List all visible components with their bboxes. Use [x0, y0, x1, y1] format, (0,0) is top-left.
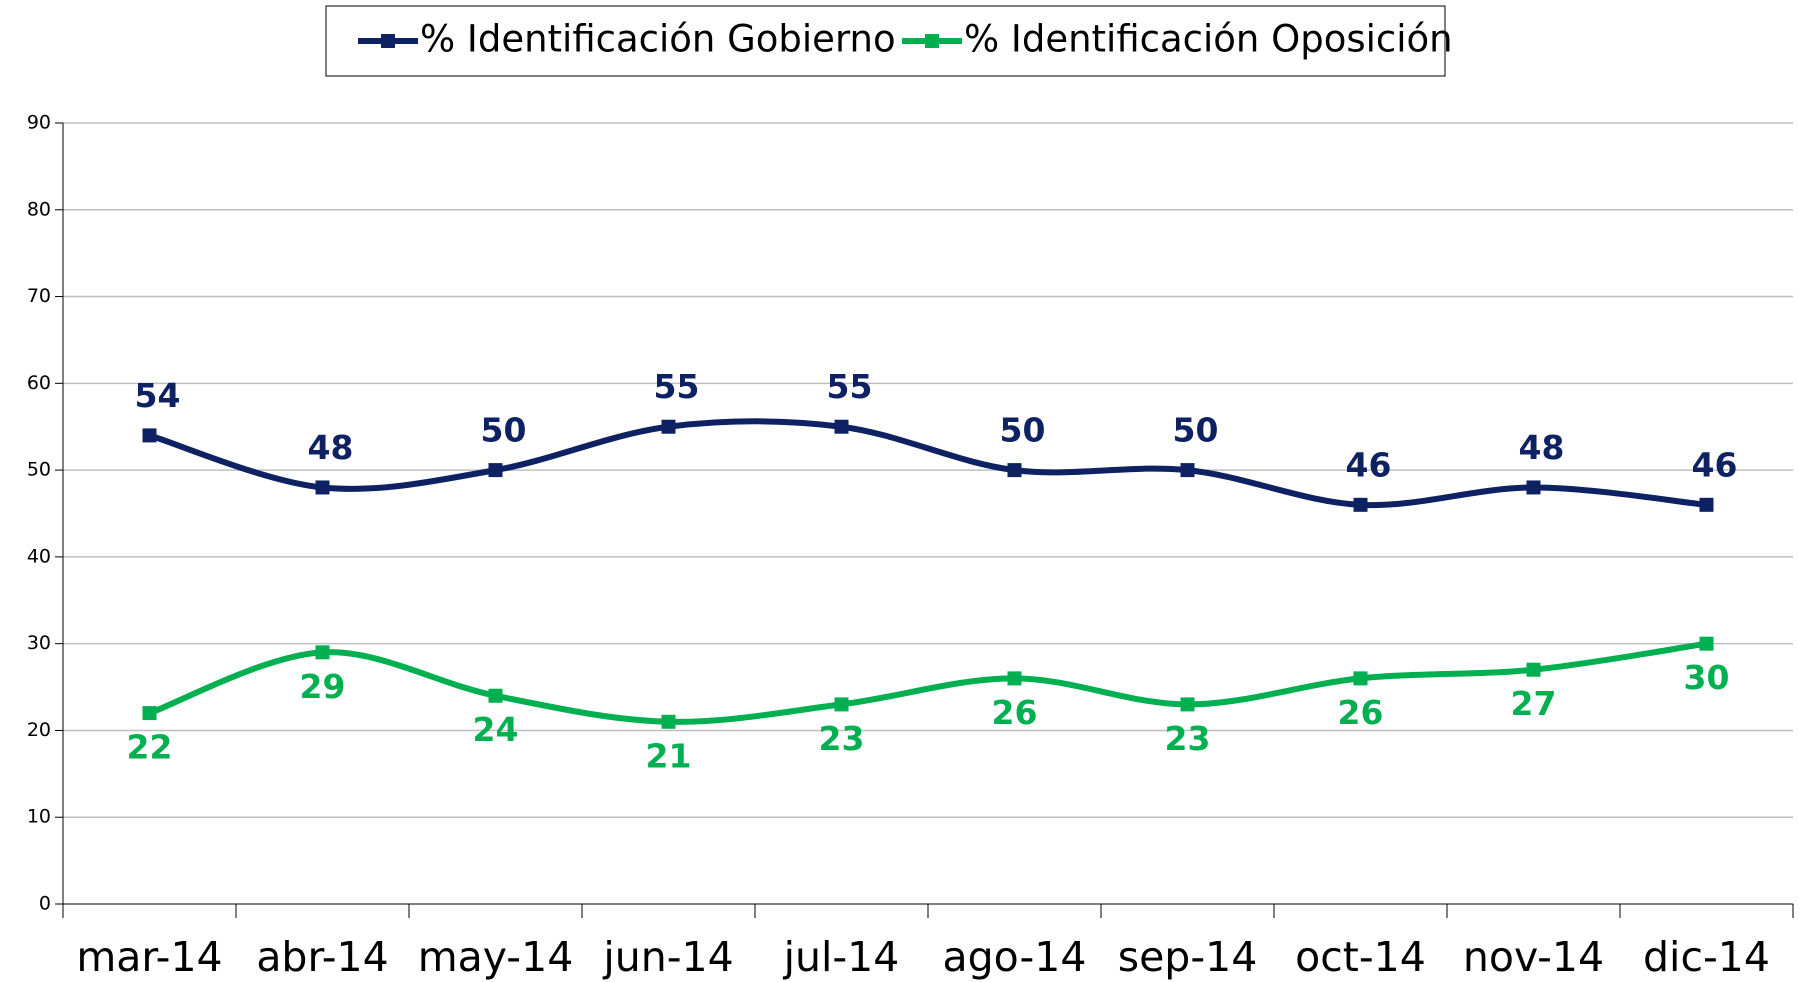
data-label: 48 — [1519, 428, 1565, 467]
legend-marker — [381, 34, 395, 48]
x-tick-label: jul-14 — [783, 933, 900, 981]
point-marker — [142, 428, 157, 443]
legend-box — [325, 5, 1446, 77]
point-marker — [1526, 662, 1541, 677]
data-label: 23 — [1165, 719, 1211, 758]
data-label: 22 — [127, 728, 173, 767]
x-tick-label: dic-14 — [1643, 933, 1770, 981]
data-label: 55 — [827, 367, 873, 406]
y-tick-label: 60 — [27, 372, 51, 394]
point-marker — [1699, 636, 1714, 651]
x-tick-label: abr-14 — [256, 933, 388, 981]
data-label: 50 — [481, 411, 527, 450]
series-line — [148, 640, 1707, 725]
y-tick-label: 20 — [27, 719, 51, 741]
point-marker — [1007, 463, 1022, 478]
y-tick-label: 80 — [27, 198, 51, 220]
data-label: 30 — [1684, 658, 1730, 697]
data-label: 46 — [1692, 445, 1738, 484]
y-tick-label: 10 — [27, 806, 51, 828]
y-tick-label: 90 — [27, 112, 51, 134]
point-marker — [1353, 671, 1368, 686]
point-marker — [1526, 480, 1541, 495]
data-label: 26 — [992, 693, 1038, 732]
data-label: 50 — [1000, 411, 1046, 450]
y-tick-label: 40 — [27, 545, 51, 567]
data-label: 27 — [1511, 684, 1557, 723]
legend-label: % Identificación Gobierno — [420, 18, 896, 61]
point-marker — [1353, 497, 1368, 512]
x-tick-label: may-14 — [418, 933, 574, 981]
x-tick-label: mar-14 — [76, 933, 222, 981]
legend-marker — [925, 34, 939, 48]
y-tick-label: 70 — [27, 285, 51, 307]
x-tick-label: oct-14 — [1295, 933, 1426, 981]
y-tick-label: 0 — [39, 893, 51, 915]
data-label: 24 — [473, 710, 519, 749]
point-marker — [488, 688, 503, 703]
data-label: 48 — [308, 428, 354, 467]
x-tick-label: jun-14 — [602, 933, 733, 981]
point-marker — [1180, 697, 1195, 712]
point-marker — [315, 645, 330, 660]
series-line — [148, 418, 1707, 509]
point-marker — [488, 463, 503, 478]
point-marker — [1180, 463, 1195, 478]
data-label: 23 — [819, 719, 865, 758]
point-marker — [661, 419, 676, 434]
point-marker — [834, 697, 849, 712]
x-tick-label: ago-14 — [943, 933, 1087, 981]
data-label: 29 — [300, 667, 346, 706]
point-marker — [1699, 497, 1714, 512]
data-label: 50 — [1173, 411, 1219, 450]
point-marker — [661, 714, 676, 729]
data-label: 21 — [646, 736, 692, 775]
y-tick-label: 50 — [27, 459, 51, 481]
data-label: 26 — [1338, 693, 1384, 732]
legend-label: % Identificación Oposición — [964, 18, 1453, 61]
data-label: 46 — [1346, 445, 1392, 484]
point-marker — [1007, 671, 1022, 686]
y-tick-label: 30 — [27, 632, 51, 654]
x-tick-label: nov-14 — [1463, 933, 1604, 981]
point-marker — [834, 419, 849, 434]
data-label: 54 — [135, 376, 181, 415]
data-label: 55 — [654, 367, 700, 406]
point-marker — [142, 706, 157, 721]
point-marker — [315, 480, 330, 495]
x-tick-label: sep-14 — [1118, 933, 1258, 981]
